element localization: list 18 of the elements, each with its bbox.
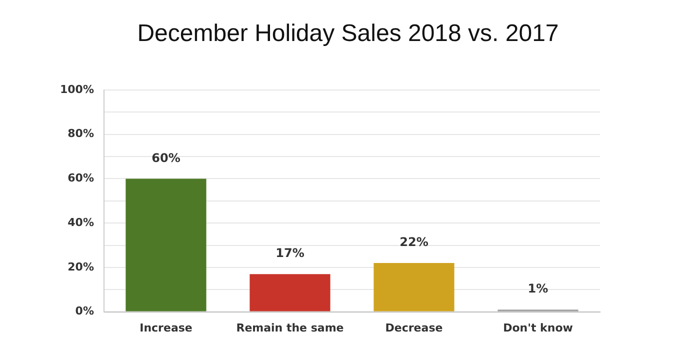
x-tick-label: Don't know	[503, 321, 573, 334]
data-label: 17%	[276, 246, 304, 260]
y-tick-label: 100%	[60, 82, 94, 96]
data-label: 22%	[400, 235, 428, 250]
data-label: 60%	[152, 150, 180, 165]
y-tick-label: 40%	[68, 216, 94, 229]
bar	[126, 178, 206, 312]
bar	[374, 263, 454, 312]
x-tick-label: Increase	[140, 321, 192, 334]
x-tick-label: Remain the same	[236, 321, 344, 334]
y-tick-label: 20%	[68, 260, 94, 274]
y-tick-label: 60%	[68, 172, 94, 185]
y-tick-label: 80%	[68, 127, 94, 140]
chart-title: December Holiday Sales 2018 vs. 2017	[136, 20, 560, 48]
data-label: 1%	[528, 282, 548, 296]
bar	[250, 274, 330, 312]
y-tick-label: 0%	[75, 304, 94, 318]
x-tick-label: Decrease	[385, 321, 443, 334]
